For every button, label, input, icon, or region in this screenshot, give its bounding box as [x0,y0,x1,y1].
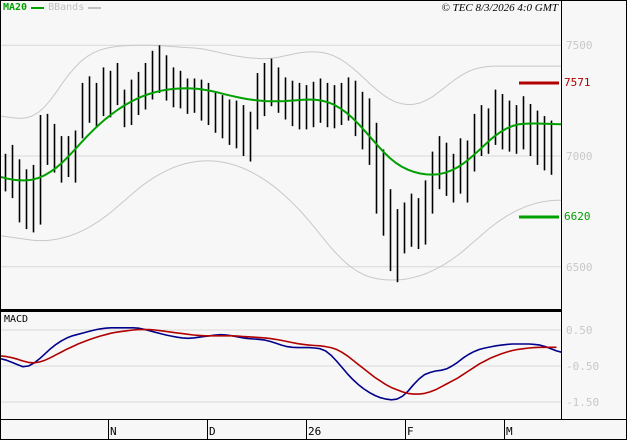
date-axis-tick [207,420,208,439]
bbands-lower-line [1,160,562,281]
date-axis-tick-label: 26 [308,425,322,438]
chart-legend: MA20 BBands [3,2,102,13]
macd-chart-panel[interactable]: MACD [1,312,562,420]
price-axis-panel: 7500 7000 6500 0.50 -0.50 -1.50 7571 6620 [562,1,626,420]
legend-ma20-swatch [31,6,45,9]
macd-signal-line [1,328,557,395]
price-chart-panel[interactable]: MA20 BBands © TEC 8/3/2026 4:0 GMT [1,1,562,311]
date-axis-tick-label: F [407,425,414,438]
macd-axis-tick-label: 0.50 [566,324,593,337]
price-axis-tick-label: 6500 [566,261,593,274]
date-axis-tick [405,420,406,439]
macd-indicator-label: MACD [4,314,29,325]
date-axis-tick-label: M [506,425,513,438]
date-axis-tick [504,420,505,439]
macd-line [1,327,562,401]
copyright-timestamp: © TEC 8/3/2026 4:0 GMT [441,2,558,14]
macd-axis-tick-label: -1.50 [566,396,600,409]
current-price-flag: 6620 [564,210,591,223]
date-axis-strip: N D 26 F M [1,420,626,439]
price-axis-tick-label: 7500 [566,39,593,52]
legend-bbands-swatch [88,6,102,9]
ma20-line [1,87,562,182]
legend-bbands-label: BBands [48,2,85,13]
date-axis-tick-label: N [110,425,117,438]
date-axis-tick [306,420,307,439]
date-axis-tick [108,420,109,439]
price-chart-canvas [1,44,562,283]
legend-ma20-label: MA20 [3,2,28,13]
price-axis-tick-label: 7000 [566,150,593,163]
bbands-upper-line [1,44,562,119]
date-axis-tick-label: D [209,425,216,438]
macd-chart-canvas [1,327,562,403]
macd-axis-tick-label: -0.50 [566,360,600,373]
current-price-flag: 7571 [564,76,591,89]
ohlc-bars-group [4,45,553,283]
panel-divider-horizontal [1,309,562,312]
